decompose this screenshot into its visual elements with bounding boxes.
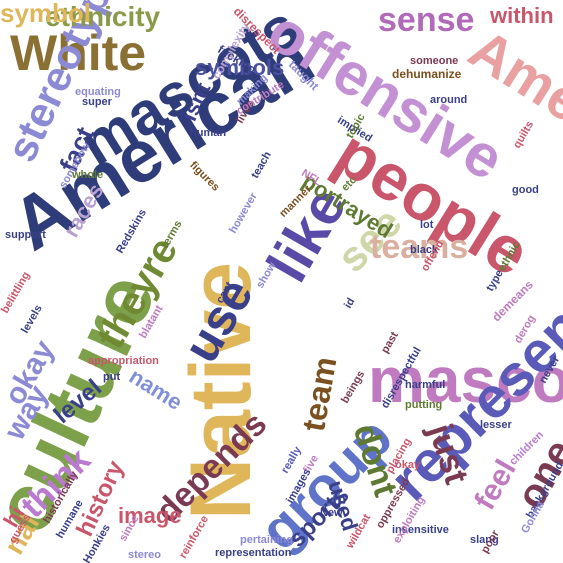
word: terms	[159, 218, 185, 251]
word: levels	[19, 303, 45, 336]
word: belittling	[0, 269, 33, 316]
word: teach	[249, 149, 274, 181]
word: mascot	[368, 344, 563, 416]
word: figures	[187, 159, 222, 194]
word: super	[82, 96, 112, 108]
word: however	[227, 190, 260, 236]
word: putting	[405, 399, 443, 411]
word: White	[10, 25, 147, 81]
word: representation	[215, 547, 292, 559]
word: dehumanize	[392, 67, 462, 81]
word: put	[103, 371, 121, 383]
word: lot	[420, 219, 434, 231]
word: human	[190, 127, 227, 139]
word: quilts	[511, 119, 537, 151]
word: Gonna	[519, 499, 547, 536]
word: whole	[72, 169, 104, 181]
word: pertaining	[240, 534, 294, 546]
word: beings	[339, 368, 368, 406]
word: lesser	[480, 419, 512, 431]
word: insensitive	[392, 524, 449, 536]
word: sense	[378, 1, 475, 39]
word: symbol	[0, 0, 92, 28]
word: team	[295, 354, 344, 434]
word: within	[490, 3, 554, 28]
word: around	[430, 94, 468, 106]
word: stereo	[128, 549, 162, 561]
word: teams	[370, 228, 469, 266]
word: equating	[75, 86, 121, 98]
word: someone	[410, 55, 459, 67]
word: New	[320, 507, 343, 519]
word: image	[118, 503, 182, 528]
word: harmful	[405, 379, 446, 391]
word: okay	[395, 459, 421, 471]
word: good	[512, 184, 539, 196]
word: id	[342, 296, 358, 311]
word: ethnicity	[45, 1, 161, 32]
word: support	[5, 229, 46, 241]
word: slang	[470, 534, 499, 546]
word: appropriation	[88, 355, 159, 367]
word: black	[410, 244, 439, 256]
word: symbols	[195, 55, 285, 80]
